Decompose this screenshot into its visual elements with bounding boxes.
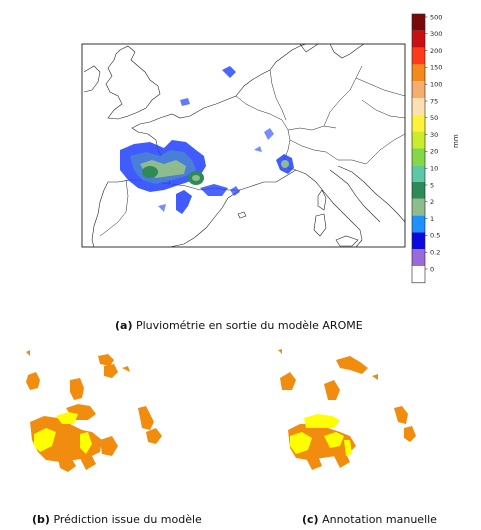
yellow-regions: [290, 414, 352, 456]
colorbar-tick-label: 150: [430, 64, 442, 72]
colorbar-unit-label: mm: [452, 134, 460, 148]
colorbar-swatch: [412, 114, 425, 132]
colorbar-tick-label: 10: [430, 165, 438, 173]
caption-a-text: Pluviométrie en sortie du modèle AROME: [135, 319, 363, 332]
caption-b-text: Prédiction issue du modèle: [53, 513, 202, 526]
colorbar-tick-label: 2: [430, 198, 434, 206]
colorbar: 500 300 200 150 100 75 50 30 20 10 5 2 1 0.5 0.2 0: [411, 13, 442, 284]
colorbar-tick-label: 20: [430, 148, 438, 156]
colorbar-swatch: [412, 182, 425, 199]
colorbar-frame: [411, 13, 426, 284]
colorbar-tick-label: 300: [430, 30, 442, 38]
caption-a: (a) Pluviométrie en sortie du modèle ARO…: [115, 319, 363, 332]
annotation-mask: [278, 349, 416, 470]
colorbar-swatch: [412, 81, 425, 98]
colorbar-tick-label: 0.5: [430, 232, 440, 240]
colorbar-tick-label: 5: [430, 181, 434, 189]
colorbar-tick-label: 1: [430, 215, 434, 223]
caption-a-label: (a): [115, 319, 133, 332]
colorbar-tick-label: 50: [430, 114, 438, 122]
colorbar-tick-label: 0: [430, 265, 434, 273]
colorbar-swatch: [412, 47, 425, 65]
arome-map: [81, 43, 406, 248]
colorbar-swatch: [412, 14, 425, 31]
colorbar-swatch: [412, 98, 425, 115]
colorbar-swatch: [412, 249, 425, 266]
colorbar-swatch: [412, 198, 425, 216]
colorbar-swatch: [412, 131, 425, 149]
colorbar-swatch: [412, 30, 425, 48]
colorbar-swatch: [412, 215, 425, 233]
colorbar-tick-label: 30: [430, 131, 438, 139]
yellow-regions: [34, 412, 92, 454]
colorbar-tick-label: 500: [430, 13, 442, 21]
colorbar-swatch: [412, 232, 425, 250]
precipitation-field: [120, 66, 294, 214]
colorbar-tick-label: 0.2: [430, 249, 440, 257]
colorbar-tick-label: 100: [430, 81, 442, 89]
colorbar-swatch: [412, 64, 425, 82]
colorbar-swatch: [412, 148, 425, 166]
prediction-mask: [26, 350, 162, 472]
caption-c-text: Annotation manuelle: [322, 513, 437, 526]
caption-b-label: (b): [32, 513, 50, 526]
caption-c: (c) Annotation manuelle: [302, 513, 437, 526]
caption-b: (b) Prédiction issue du modèle: [32, 513, 202, 526]
colorbar-swatch: [412, 266, 425, 283]
colorbar-tick-label: 75: [430, 97, 438, 105]
colorbar-swatch: [412, 165, 425, 182]
colorbar-tick-label: 200: [430, 47, 442, 55]
orange-regions: [26, 350, 162, 472]
caption-c-label: (c): [302, 513, 319, 526]
